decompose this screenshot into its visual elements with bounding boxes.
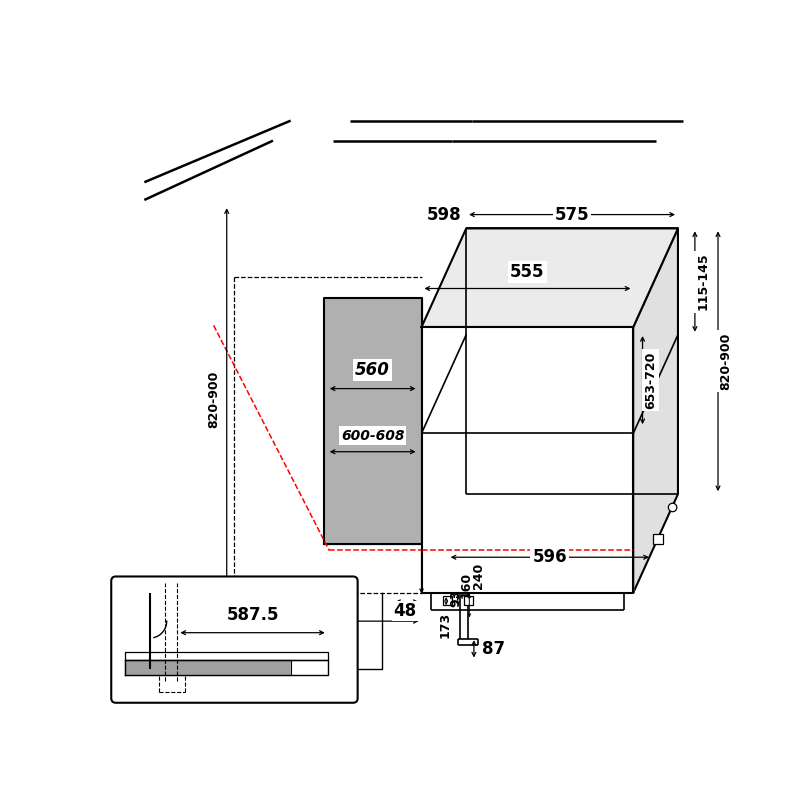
- Text: 93: 93: [450, 590, 462, 607]
- Text: 115-145: 115-145: [697, 253, 710, 310]
- Bar: [464, 596, 473, 605]
- FancyBboxPatch shape: [111, 577, 358, 702]
- Text: 600-608: 600-608: [341, 429, 405, 442]
- Text: 173: 173: [438, 612, 451, 638]
- Text: 598: 598: [426, 206, 461, 223]
- Text: 575: 575: [554, 206, 590, 223]
- Text: 87: 87: [482, 640, 505, 658]
- Bar: [654, 534, 663, 544]
- Text: 160: 160: [460, 572, 473, 598]
- Polygon shape: [422, 229, 678, 327]
- Text: 560: 560: [355, 362, 390, 379]
- Polygon shape: [290, 660, 328, 675]
- Text: 596: 596: [533, 548, 567, 566]
- Bar: [443, 596, 452, 605]
- Text: 820-900: 820-900: [207, 370, 221, 428]
- Text: 820-900: 820-900: [719, 333, 733, 390]
- Polygon shape: [422, 327, 634, 593]
- Polygon shape: [634, 229, 678, 593]
- Text: 120: 120: [310, 612, 346, 630]
- Text: 653-720: 653-720: [644, 351, 657, 409]
- Text: 587.5: 587.5: [226, 606, 278, 624]
- Polygon shape: [125, 660, 290, 675]
- Text: 555: 555: [510, 263, 545, 281]
- Text: 48: 48: [393, 602, 416, 620]
- Circle shape: [668, 503, 677, 512]
- Text: 240: 240: [472, 562, 485, 589]
- Polygon shape: [324, 298, 422, 544]
